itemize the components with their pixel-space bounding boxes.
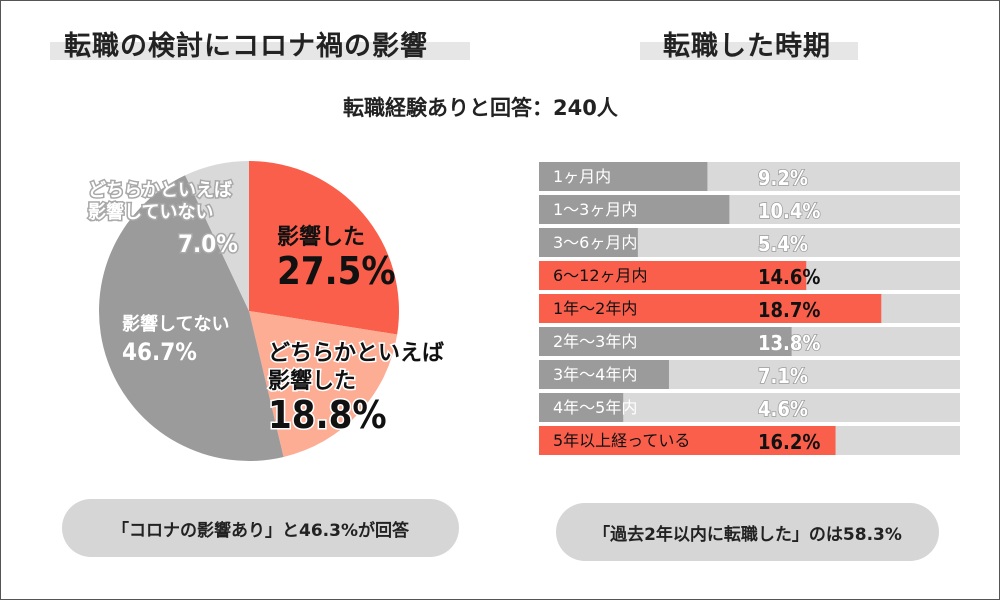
pie-slice-somewhat-not-influenced <box>185 161 249 311</box>
bar-category-label: 4年〜5年内 <box>553 398 637 417</box>
pie-label-somewhat-influenced: 影響した <box>268 368 356 394</box>
bar-value-label: 7.1% <box>758 364 808 388</box>
bar <box>539 426 836 455</box>
right-summary-text: 「過去2年以内に転職した」のは58.3% <box>593 524 902 545</box>
pie-label-somewhat-not-influenced: どちらかといえば <box>88 180 232 201</box>
left-summary-text: 「コロナの影響あり」と46.3%が回答 <box>112 520 409 541</box>
bar <box>539 327 792 356</box>
bar-value-label: 10.4% <box>758 199 820 223</box>
bar-category-label: 3年〜4年内 <box>553 365 637 384</box>
bar-value-label: 18.7% <box>758 298 820 322</box>
pie-label-somewhat-influenced: どちらかといえば <box>268 341 444 366</box>
bar <box>539 162 708 191</box>
pie-value-influenced: 27.5% <box>277 249 396 293</box>
bar-value-label: 9.2% <box>758 166 808 190</box>
left-summary-pill: 「コロナの影響あり」と46.3%が回答 <box>62 499 459 557</box>
bar-value-label: 5.4% <box>758 232 808 256</box>
right-summary-pill: 「過去2年以内に転職した」のは58.3% <box>556 503 939 561</box>
bar <box>539 294 882 323</box>
bar-category-label: 1年〜2年内 <box>553 299 637 318</box>
pie-value-somewhat-influenced: 18.8% <box>268 393 387 437</box>
bar-category-label: 3〜6ヶ月内 <box>553 233 637 252</box>
right-title: 転職した時期 <box>663 31 831 62</box>
bar-category-label: 6〜12ヶ月内 <box>553 266 648 285</box>
pie-slice-somewhat-influenced <box>249 311 398 457</box>
bar-value-label: 14.6% <box>758 265 820 289</box>
bar-value-label: 16.2% <box>758 430 820 454</box>
bar <box>539 195 730 224</box>
bar-category-label: 2年〜3年内 <box>553 332 637 351</box>
bar <box>539 228 638 257</box>
pie-slice-influenced <box>249 161 399 335</box>
bar <box>539 393 624 422</box>
pie-label-not-influenced: 影響してない <box>122 313 229 335</box>
bar <box>539 261 807 290</box>
bar-category-label: 5年以上経っている <box>553 431 690 450</box>
bar <box>539 360 669 389</box>
bar-category-label: 1〜3ヶ月内 <box>553 200 637 219</box>
bar-value-label: 13.8% <box>758 331 820 355</box>
bar-value-label: 4.6% <box>758 397 808 421</box>
pie-chart: 影響した27.5%どちらかといえば影響した18.8%影響してない46.7%どちら… <box>87 161 446 462</box>
pie-value-somewhat-not-influenced: 7.0% <box>178 230 238 258</box>
respondents-text: 転職経験ありと回答：240人 <box>343 96 618 120</box>
left-title-bar <box>50 42 470 60</box>
bar-chart: 1ヶ月内 9.2% 1〜3ヶ月内 10.4% 3〜6ヶ月内 5.4% 6〜12ヶ月内 14.6… <box>539 162 960 455</box>
bar-category-label: 1ヶ月内 <box>553 167 611 186</box>
pie-label-somewhat-not-influenced: 影響していない <box>88 201 213 223</box>
pie-slice-not-influenced <box>98 175 284 462</box>
left-title: 転職の検討にコロナ禍の影響 <box>64 31 428 62</box>
pie-label-influenced: 影響した <box>277 224 365 250</box>
pie-value-not-influenced: 46.7% <box>122 338 197 366</box>
right-title-bar <box>640 42 858 60</box>
